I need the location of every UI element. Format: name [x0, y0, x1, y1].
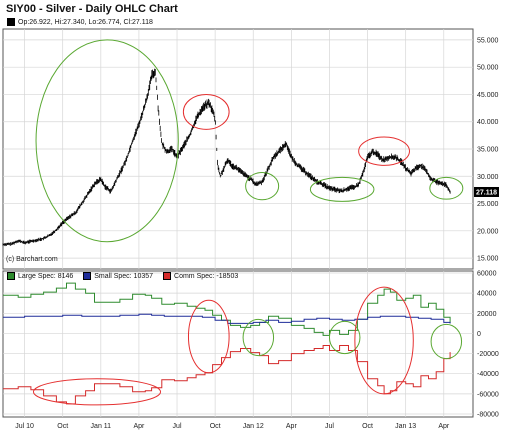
x-tick-label: Apr — [286, 423, 298, 430]
price-annotation-ellipse — [35, 39, 179, 243]
cot-y-tick-label: 40000 — [477, 291, 497, 298]
price-y-tick-label: 40.000 — [477, 119, 499, 126]
cot-legend: Large Spec: 8146 Small Spec: 10357 Comm … — [7, 272, 238, 280]
price-y-tick-label: 30.000 — [477, 174, 499, 181]
cot-y-tick-label: 20000 — [477, 311, 497, 318]
x-tick-label: Oct — [362, 423, 373, 430]
last-price-marker — [474, 186, 499, 197]
cot-y-tick-label: -40000 — [477, 371, 499, 378]
cot-annotation-ellipse — [328, 320, 361, 355]
large-spec-swatch — [7, 272, 15, 280]
ohlc-legend-text: Op:26.922, Hi:27.340, Lo:26.774, Cl:27.1… — [18, 18, 153, 26]
x-tick-label: Jul 10 — [15, 423, 34, 430]
cot-series — [3, 282, 451, 405]
cot-panel-frame — [2, 270, 474, 418]
watermark: (c) Barchart.com — [6, 256, 58, 263]
price-y-tick-label: 20.000 — [477, 228, 499, 235]
x-tick-label: Jul — [173, 423, 182, 430]
cot-annotation-ellipse — [32, 378, 162, 406]
x-tick-label: Jan 11 — [91, 423, 112, 430]
x-tick-label: Oct — [57, 423, 68, 430]
price-series — [2, 68, 451, 247]
ohlc-swatch — [7, 18, 15, 26]
price-annotation-ellipse — [309, 176, 375, 202]
price-annotation-ellipse — [358, 136, 410, 166]
x-tick-label: Apr — [133, 423, 145, 430]
price-y-tick-label: 15.000 — [477, 256, 499, 263]
small-spec-legend: Small Spec: 10357 — [94, 272, 154, 280]
price-y-tick-label: 25.000 — [477, 201, 499, 208]
annotation-ellipses — [32, 39, 464, 406]
small-spec-swatch — [83, 272, 92, 280]
comm-spec-legend: Comm Spec: -18503 — [174, 272, 239, 280]
ohlc-legend: Op:26.922, Hi:27.340, Lo:26.774, Cl:27.1… — [7, 18, 153, 26]
x-tick-label: Apr — [438, 423, 450, 430]
cot-series-line — [3, 345, 451, 405]
price-y-tick-label: 50.000 — [477, 65, 499, 72]
last-price-label: 27.118 — [476, 189, 497, 196]
large-spec-legend: Large Spec: 8146 — [18, 272, 74, 280]
comm-spec-swatch — [163, 272, 172, 280]
cot-series-line — [3, 313, 451, 324]
price-y-tick-label: 35.000 — [477, 147, 499, 154]
x-tick-label: Jan 12 — [243, 423, 264, 430]
cot-annotation-ellipse — [354, 286, 414, 395]
cot-y-tick-label: -80000 — [477, 411, 499, 418]
cot-series-line — [3, 282, 451, 336]
cot-annotation-ellipse — [187, 299, 230, 374]
cot-annotation-ellipse — [430, 323, 463, 360]
price-annotation-ellipse — [182, 93, 230, 130]
x-tick-label: Oct — [210, 423, 221, 430]
price-y-tick-label: 55.000 — [477, 37, 499, 44]
cot-y-tick-label: -60000 — [477, 391, 499, 398]
price-annotation-ellipse — [429, 176, 464, 200]
cot-y-tick-label: 60000 — [477, 271, 497, 278]
cot-annotation-ellipse — [242, 318, 275, 357]
price-annotation-ellipse — [245, 171, 280, 201]
cot-y-tick-label: -20000 — [477, 351, 499, 358]
axis-labels: Jul 10 Oct Jan 11 Apr Jul Oct Jan 12 Apr Jul Oct J… — [15, 37, 499, 430]
x-tick-label: Jul — [325, 423, 334, 430]
x-tick-label: Jan 13 — [395, 423, 416, 430]
cot-grid — [3, 271, 473, 417]
price-y-tick-label: 45.000 — [477, 92, 499, 99]
chart-title: SIY00 - Silver - Daily OHLC Chart — [6, 3, 178, 15]
cot-y-tick-label: 0 — [477, 331, 481, 338]
